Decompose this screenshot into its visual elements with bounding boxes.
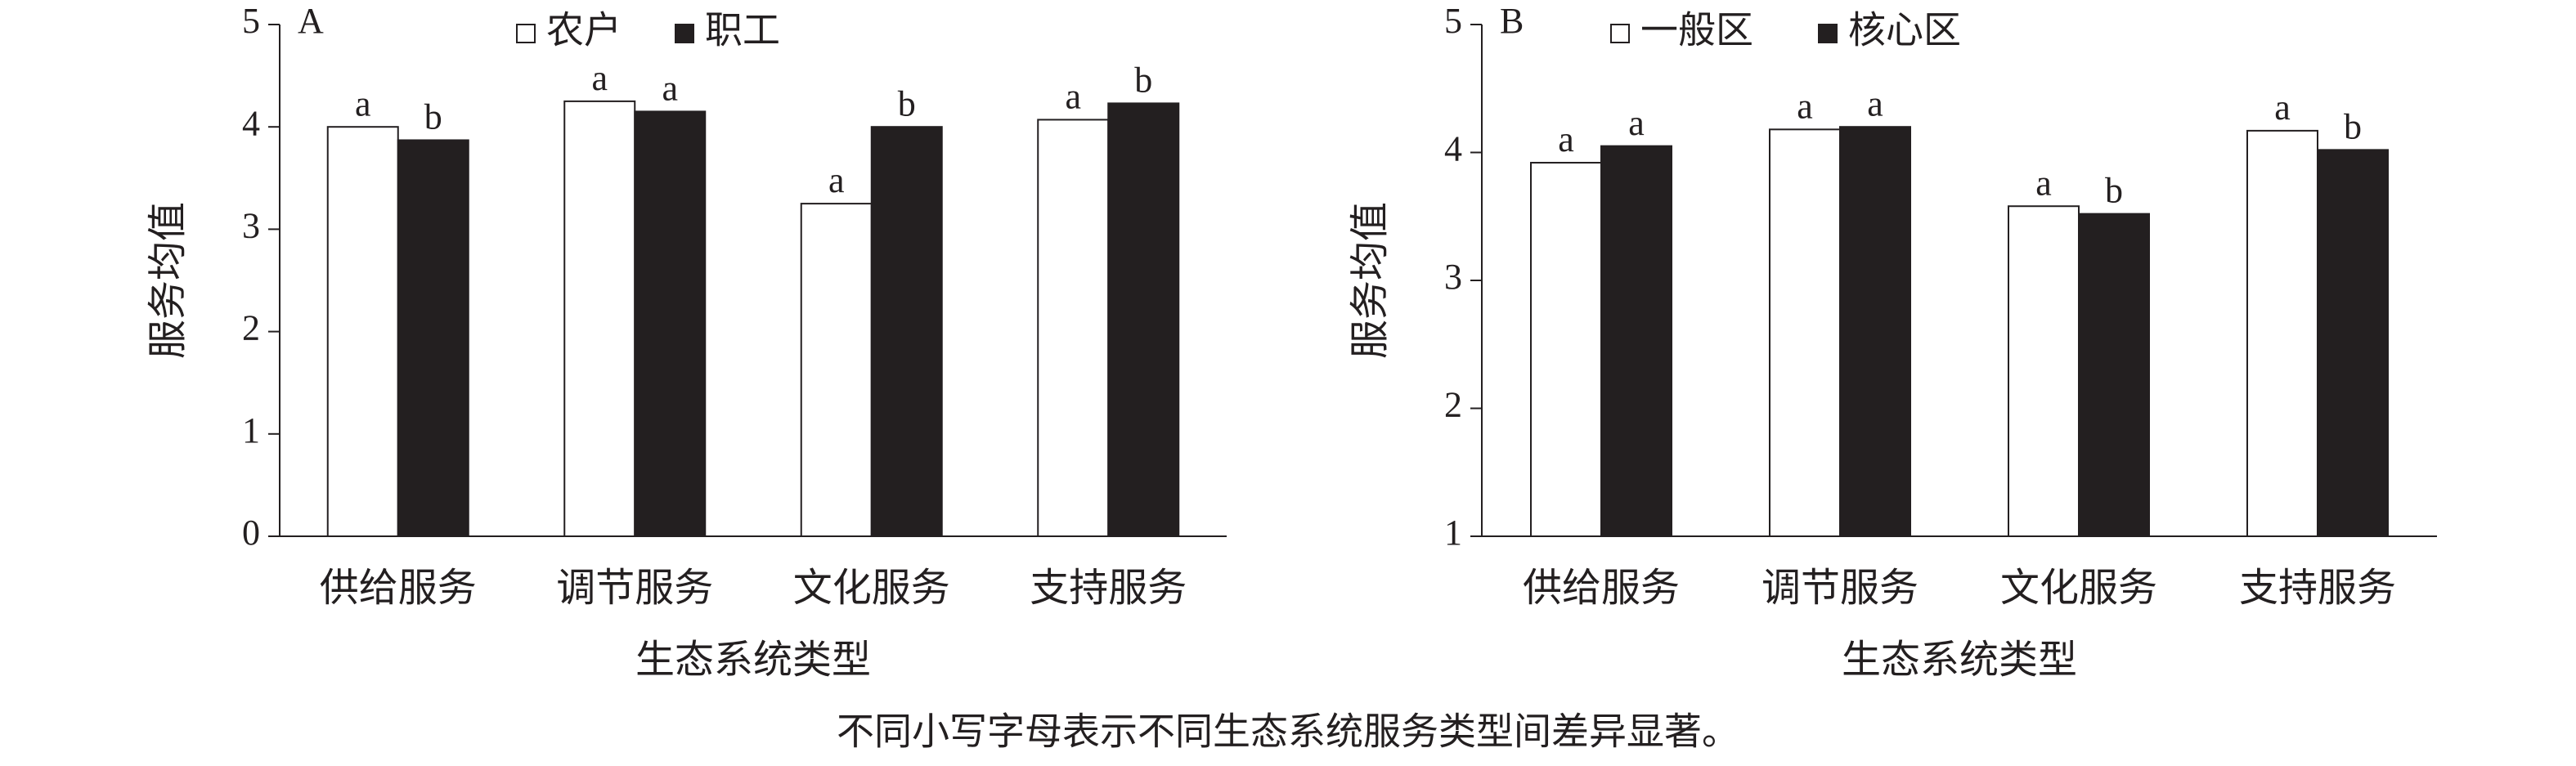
significance-letter: a (355, 83, 371, 123)
panel-label: A (298, 1, 324, 41)
legend-swatch (675, 24, 694, 43)
bar (1839, 126, 1911, 537)
y-tick-label: 1 (242, 410, 260, 450)
significance-letter: a (591, 58, 608, 98)
bar (563, 100, 636, 537)
bar (634, 110, 707, 538)
y-tick-label: 5 (242, 1, 260, 41)
bar (800, 203, 873, 537)
x-tick-label: 文化服务 (793, 567, 950, 610)
y-tick-label: 4 (1444, 129, 1462, 169)
bar (397, 139, 469, 537)
legend-label: 职工 (705, 10, 780, 52)
x-tick-label: 调节服务 (556, 567, 713, 610)
footnote: 不同小写字母表示不同生态系统服务类型间差异显著。 (837, 711, 1739, 753)
panel-label: B (1500, 1, 1524, 41)
x-tick-label: 调节服务 (1761, 567, 1919, 610)
legend-swatch (1818, 24, 1838, 43)
legend-swatch (516, 24, 536, 43)
bar (870, 126, 943, 537)
bar (1600, 145, 1672, 538)
significance-letter: a (2274, 87, 2291, 128)
y-axis-title: 服务均值 (146, 202, 190, 359)
x-tick-label: 供给服务 (1523, 567, 1680, 610)
bar (2078, 213, 2150, 537)
legend-swatch (1610, 24, 1630, 43)
y-tick-label: 1 (1444, 513, 1462, 553)
y-tick-label: 4 (242, 103, 260, 143)
bar (1107, 102, 1180, 538)
x-tick-label: 文化服务 (2000, 567, 2157, 610)
legend-label: 核心区 (1848, 10, 1961, 52)
bar (1769, 128, 1841, 538)
x-tick-label: 支持服务 (1030, 567, 1187, 610)
significance-letter: b (1134, 60, 1152, 100)
y-tick-label: 3 (242, 205, 260, 245)
significance-letter: a (662, 69, 678, 109)
significance-letter: b (424, 97, 442, 137)
significance-letter: a (1628, 103, 1645, 143)
x-tick-label: 支持服务 (2239, 567, 2396, 610)
significance-letter: a (1797, 86, 1813, 126)
legend-label: 一般区 (1640, 10, 1753, 52)
significance-letter: b (2105, 171, 2123, 211)
bar (2008, 205, 2080, 537)
significance-letter: a (2035, 163, 2052, 203)
x-tick-label: 供给服务 (320, 567, 477, 610)
significance-letter: a (1558, 119, 1574, 159)
significance-letter: a (1867, 83, 1883, 123)
y-tick-label: 0 (242, 513, 260, 553)
x-axis-title: 生态系统类型 (635, 638, 871, 682)
bar (1530, 162, 1602, 538)
significance-letter: b (2344, 106, 2362, 146)
bar (2246, 129, 2318, 538)
y-tick-label: 5 (1444, 1, 1462, 41)
significance-letter: b (898, 83, 916, 123)
y-tick-label: 2 (242, 308, 260, 348)
x-axis-title: 生态系统类型 (1842, 638, 2077, 682)
y-axis-title: 服务均值 (1349, 202, 1392, 359)
significance-letter: a (1065, 77, 1081, 117)
legend-label: 农户 (546, 10, 622, 52)
bar (326, 126, 399, 537)
y-tick-label: 3 (1444, 257, 1462, 297)
bar (2317, 149, 2389, 537)
bar (1037, 119, 1110, 537)
y-tick-label: 2 (1444, 385, 1462, 425)
significance-letter: a (828, 160, 845, 200)
